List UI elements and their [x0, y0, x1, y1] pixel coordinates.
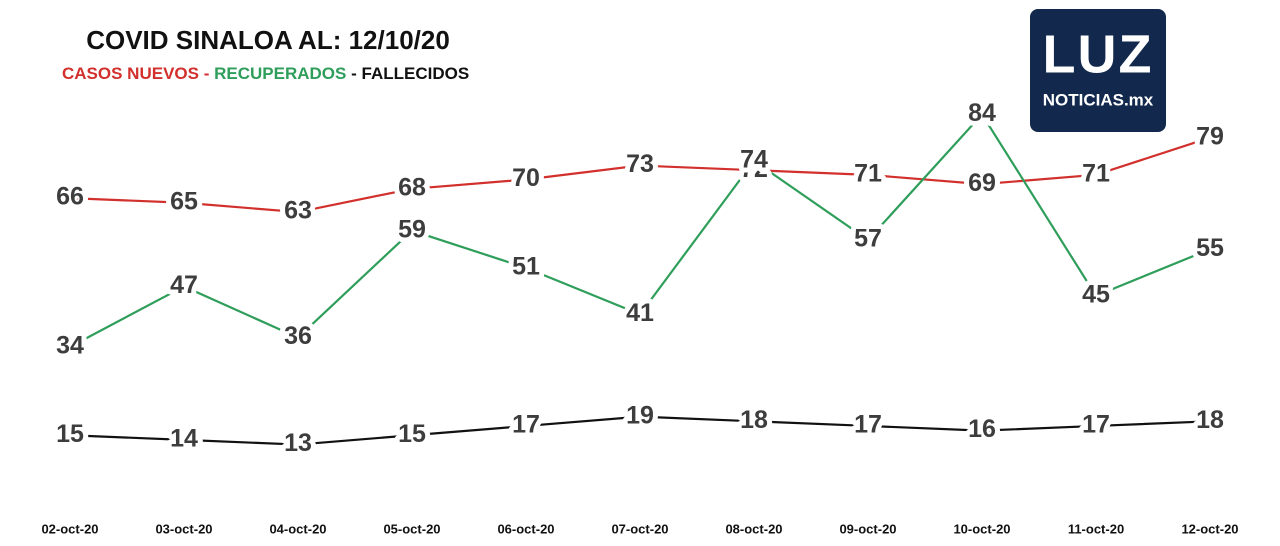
series-line [69, 415, 1211, 446]
data-label: 71 [854, 159, 882, 187]
legend-item: FALLECIDOS [362, 64, 470, 83]
data-label: 19 [626, 401, 654, 429]
x-tick-label: 10-oct-20 [953, 521, 1010, 536]
data-label: 15 [398, 420, 426, 448]
data-label: 13 [284, 429, 312, 457]
data-label: 34 [56, 332, 84, 360]
x-tick-label: 05-oct-20 [383, 521, 440, 536]
logo-tagline: NOTICIAS.mx [1043, 90, 1154, 109]
data-label: 68 [398, 173, 426, 201]
data-label: 69 [968, 169, 996, 197]
series-line [69, 136, 1211, 214]
data-label: 71 [1082, 159, 1110, 187]
logo: LUZ NOTICIAS.mx [1030, 9, 1166, 132]
data-label: 79 [1196, 122, 1224, 150]
data-label: 84 [968, 99, 996, 127]
data-label: 63 [284, 197, 312, 225]
data-label: 57 [854, 225, 882, 253]
x-tick-label: 02-oct-20 [41, 521, 98, 536]
legend: CASOS NUEVOS - RECUPERADOS - FALLECIDOS [62, 64, 469, 83]
data-label: 16 [968, 415, 996, 443]
data-label: 55 [1196, 234, 1224, 262]
data-label: 14 [170, 425, 198, 453]
legend-separator: - [204, 64, 210, 83]
data-label: 51 [512, 252, 540, 280]
data-label: 18 [740, 406, 768, 434]
data-label: 47 [170, 271, 198, 299]
data-label: 70 [512, 164, 540, 192]
data-label: 17 [512, 411, 540, 439]
x-tick-label: 09-oct-20 [839, 521, 896, 536]
legend-item: RECUPERADOS [214, 64, 346, 83]
data-label: 66 [56, 183, 84, 211]
x-tick-label: 07-oct-20 [611, 521, 668, 536]
legend-separator: - [351, 64, 357, 83]
data-label: 45 [1082, 280, 1110, 308]
x-tick-label: 03-oct-20 [155, 521, 212, 536]
x-tick-label: 08-oct-20 [725, 521, 782, 536]
x-tick-label: 06-oct-20 [497, 521, 554, 536]
data-label: 65 [170, 187, 198, 215]
x-tick-label: 12-oct-20 [1181, 521, 1238, 536]
data-label: 41 [626, 299, 654, 327]
chart-title: COVID SINALOA AL: 12/10/20 [86, 25, 450, 55]
data-label: 36 [284, 322, 312, 350]
x-tick-label: 04-oct-20 [269, 521, 326, 536]
data-label: 18 [1196, 406, 1224, 434]
data-label: 17 [1082, 411, 1110, 439]
data-label: 17 [854, 411, 882, 439]
legend-item: CASOS NUEVOS [62, 64, 199, 83]
data-label: 73 [626, 150, 654, 178]
data-label: 72 [740, 155, 768, 183]
data-label: 59 [398, 215, 426, 243]
x-tick-label: 11-oct-20 [1068, 521, 1124, 536]
logo-name: LUZ [1043, 24, 1154, 84]
logo-background [1030, 9, 1166, 132]
series-line [69, 112, 1211, 348]
data-label: 74 [740, 146, 768, 174]
data-label: 15 [56, 420, 84, 448]
